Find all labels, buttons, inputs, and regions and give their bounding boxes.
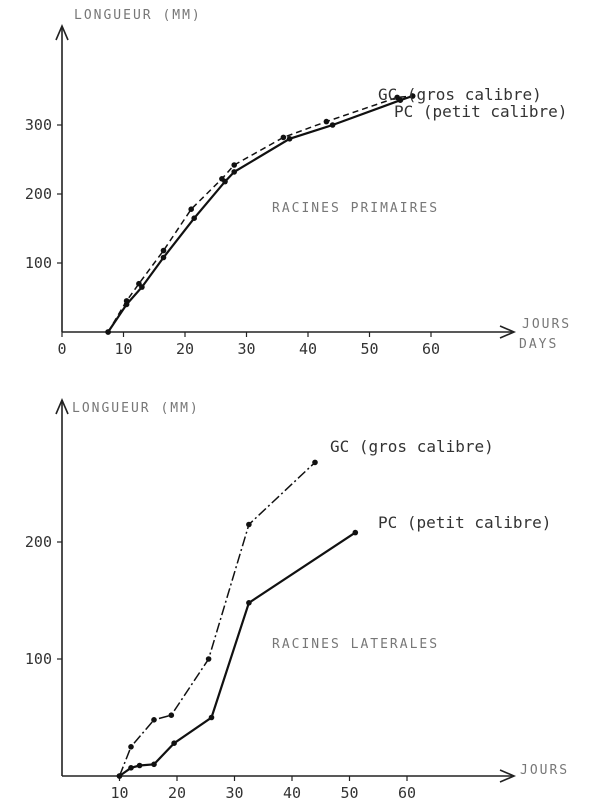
data-point-gc	[151, 717, 157, 723]
data-point-pc	[286, 136, 293, 142]
chart-laterales: LONGUEUR (MM) JOURS RACINES LATERALES 10…	[25, 397, 569, 802]
data-point-pc	[105, 329, 111, 335]
data-point-gc	[160, 247, 167, 254]
x-tick-label: 20	[168, 784, 186, 802]
data-point-gc	[312, 459, 318, 466]
data-point-pc	[191, 215, 197, 221]
series-label-pc: PC (petit calibre)	[378, 513, 551, 532]
y-axis-arrow	[55, 397, 69, 415]
data-point-gc	[280, 134, 287, 141]
data-point-pc	[397, 97, 404, 103]
x-tick-label: 40	[299, 340, 317, 358]
data-point-pc	[151, 761, 157, 768]
y-tick-label: 200	[25, 185, 52, 203]
y-axis-title: LONGUEUR (MM)	[72, 401, 200, 416]
y-tick-label: 100	[25, 650, 52, 668]
x-tick-label: 20	[176, 340, 194, 358]
chart-primaires: LONGUEUR (MM) JOURS DAYS RACINES PRIMAIR…	[25, 8, 571, 358]
data-point-pc	[222, 178, 228, 185]
data-point-pc	[136, 762, 143, 769]
x-tick-label: 30	[225, 784, 243, 802]
data-point-pc	[116, 773, 123, 779]
y-tick-label: 100	[25, 254, 52, 272]
x-axis-arrow	[499, 769, 517, 783]
x-tick-label: 50	[360, 340, 378, 358]
series-line-pc	[118, 531, 356, 777]
data-point-pc	[409, 93, 416, 99]
x-tick-label: 60	[422, 340, 440, 358]
x-axis-arrow	[499, 325, 517, 339]
data-point-pc	[171, 740, 177, 746]
annotation: RACINES PRIMAIRES	[272, 201, 439, 216]
series-label-gc: GC (gros calibre)	[378, 85, 542, 104]
x-axis-title: JOURS	[522, 317, 571, 332]
data-point-pc	[139, 284, 145, 290]
x-tick-label: 60	[398, 784, 416, 802]
data-point-pc	[160, 254, 167, 261]
x-tick-label: 10	[110, 784, 128, 802]
x-tick-label: 50	[340, 784, 358, 802]
data-point-pc	[128, 765, 134, 771]
x-tick-label: 40	[283, 784, 301, 802]
series-label-pc: PC (petit calibre)	[394, 102, 567, 121]
data-point-pc	[246, 600, 252, 606]
data-point-pc	[208, 714, 215, 721]
data-point-gc	[246, 521, 252, 528]
x-tick-label: 0	[57, 340, 66, 358]
x-tick-label: 30	[237, 340, 255, 358]
y-axis-arrow	[55, 23, 69, 41]
data-point-gc	[323, 118, 330, 125]
data-point-gc	[205, 656, 212, 662]
y-tick-label: 200	[25, 533, 52, 551]
x-tick-label: 10	[114, 340, 132, 358]
y-axis-title: LONGUEUR (MM)	[74, 8, 202, 23]
annotation: RACINES LATERALES	[272, 637, 439, 652]
series-line-gc	[118, 461, 316, 777]
data-point-gc	[188, 206, 194, 212]
y-tick-label: 300	[25, 116, 52, 134]
data-point-gc	[128, 744, 134, 750]
data-point-pc	[123, 301, 130, 308]
data-point-pc	[231, 169, 237, 175]
data-point-gc	[231, 162, 237, 168]
data-point-pc	[329, 122, 336, 128]
x-axis-title: JOURS	[520, 763, 569, 778]
series-label-gc: GC (gros calibre)	[330, 437, 494, 456]
data-point-pc	[352, 529, 359, 536]
x-axis-title-2: DAYS	[519, 337, 558, 352]
data-point-gc	[168, 712, 175, 718]
